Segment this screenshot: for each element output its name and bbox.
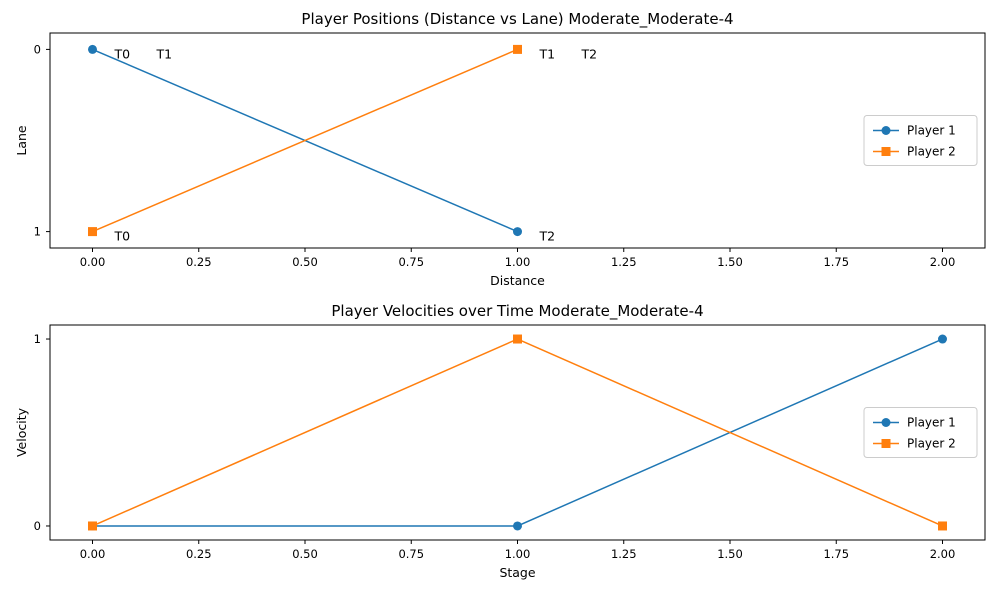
data-point [513,521,522,531]
subplot-1: Player Positions (Distance vs Lane) Mode… [14,10,986,288]
legend-marker [881,147,891,156]
x-tick-label: 1.00 [505,255,531,269]
y-tick-label: 0 [34,42,41,56]
data-point [513,227,522,237]
x-tick-label: 1.50 [717,547,743,561]
plot-frame [49,32,986,249]
series-line [92,338,943,527]
data-point [513,334,522,344]
x-tick-label: 0.75 [398,255,424,269]
legend-label: Player 1 [907,124,956,138]
x-tick-label: 2.00 [930,547,956,561]
point-annotation: T0 [114,229,131,244]
legend-label: Player 1 [907,416,956,430]
x-axis-label: Distance [490,273,545,288]
legend-marker [881,439,891,448]
x-tick-label: 0.75 [398,547,424,561]
point-annotation: T2 [581,46,598,61]
x-tick-label: 0.50 [292,255,318,269]
legend: Player 1 Player 2 [863,407,978,458]
plot-frame [49,324,986,541]
point-annotation: T1 [156,46,173,61]
x-tick-label: 1.00 [505,547,531,561]
subplot-2: Player Velocities over Time Moderate_Mod… [14,302,986,580]
x-tick-label: 0.00 [80,547,106,561]
x-tick-label: 0.25 [186,255,212,269]
x-tick-label: 1.25 [611,547,637,561]
x-tick-label: 2.00 [930,255,956,269]
legend-box [863,115,978,166]
legend-label: Player 2 [907,145,956,159]
x-tick-label: 1.75 [823,547,849,561]
legend-marker [881,418,891,427]
x-tick-label: 0.50 [292,547,318,561]
series-line [92,338,943,527]
point-annotation: T2 [539,229,556,244]
y-tick-label: 1 [34,332,41,346]
chart-title: Player Velocities over Time Moderate_Mod… [331,302,703,321]
x-tick-label: 1.25 [611,255,637,269]
legend-marker [881,126,891,135]
y-tick-label: 0 [34,519,41,533]
legend-label: Player 2 [907,437,956,451]
point-annotation: T0 [114,46,131,61]
data-point [88,227,97,237]
x-axis-label: Stage [499,565,535,580]
y-tick-label: 1 [34,225,41,239]
x-tick-label: 0.25 [186,547,212,561]
data-point [88,44,97,54]
y-axis-label: Lane [14,125,29,156]
data-point [938,521,947,531]
y-axis-label: Velocity [14,407,29,457]
data-point [513,44,522,54]
x-tick-label: 0.00 [80,255,106,269]
point-annotation: T1 [539,46,556,61]
series-1 [88,334,947,531]
data-point [938,334,947,344]
series-2 [88,44,522,237]
chart-title: Player Positions (Distance vs Lane) Mode… [301,10,733,29]
series-2 [88,334,947,531]
x-tick-label: 1.50 [717,255,743,269]
x-tick-label: 1.75 [823,255,849,269]
legend-box [863,407,978,458]
series-line [92,48,518,233]
data-point [88,521,97,531]
legend: Player 1 Player 2 [863,115,978,166]
